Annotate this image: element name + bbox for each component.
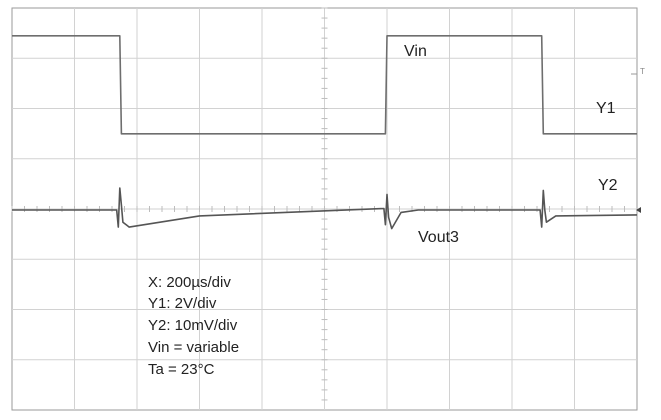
edge-marker-label: T [640, 67, 645, 76]
y1-label: Y1 [596, 100, 616, 117]
annotation-line-y1-scale: Y1: 2V/div [148, 295, 217, 312]
series-line-vin [12, 34, 637, 135]
traces [12, 34, 641, 230]
series-line-vout3 [12, 187, 638, 230]
vout3-label: Vout3 [418, 229, 459, 246]
annotation-line-vin: Vin = variable [148, 339, 239, 356]
settings-annotation: X: 200µs/div Y1: 2V/div Y2: 10mV/div Vin… [148, 274, 239, 378]
vin-label: Vin [404, 43, 427, 60]
annotation-line-y2-scale: Y2: 10mV/div [148, 317, 238, 334]
grid [11, 7, 637, 410]
y2-label: Y2 [598, 177, 618, 194]
trigger-arrow-icon [636, 207, 641, 213]
annotation-line-time-scale: X: 200µs/div [148, 274, 231, 291]
annotation-line-temperature: Ta = 23°C [148, 361, 215, 378]
